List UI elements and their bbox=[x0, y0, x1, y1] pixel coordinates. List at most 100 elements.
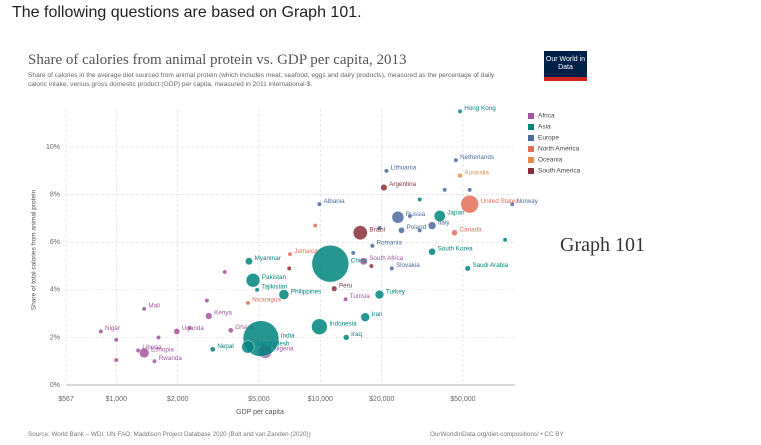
data-point bbox=[139, 347, 150, 358]
point-label: China bbox=[351, 257, 368, 264]
point-label: Nicaragua bbox=[252, 297, 281, 304]
point-label: United States bbox=[481, 198, 519, 205]
source-url: OurWorldInData.org/diet-compositions/ • … bbox=[430, 431, 564, 438]
data-point bbox=[113, 337, 119, 343]
data-point bbox=[245, 273, 261, 288]
data-point bbox=[502, 237, 508, 243]
point-label: Uganda bbox=[182, 325, 205, 332]
legend-label: Oceania bbox=[538, 157, 563, 164]
point-label: Rwanda bbox=[159, 355, 183, 362]
point-label: Albania bbox=[324, 198, 346, 205]
y-axis-label: Share of total calories from animal prot… bbox=[31, 189, 38, 310]
point-label: Peru bbox=[339, 282, 353, 289]
point-label: Iraq bbox=[351, 331, 362, 338]
data-point bbox=[98, 329, 104, 334]
legend-label: South America bbox=[538, 168, 581, 175]
point-label: Tajikistan bbox=[261, 283, 287, 290]
point-label: Italy bbox=[438, 219, 450, 226]
data-point bbox=[407, 213, 413, 219]
point-label: Norway bbox=[517, 198, 539, 205]
y-tick-label: 6% bbox=[50, 239, 60, 246]
data-point bbox=[380, 184, 388, 191]
point-label: Romania bbox=[377, 239, 403, 246]
point-label: Indonesia bbox=[329, 320, 357, 327]
data-point bbox=[254, 287, 260, 293]
point-label: Liberia bbox=[142, 344, 161, 351]
x-tick-label: $567 bbox=[58, 396, 74, 403]
data-point bbox=[156, 335, 161, 340]
point-label: Ethiopia bbox=[151, 347, 174, 354]
data-point bbox=[331, 285, 338, 292]
data-point bbox=[509, 201, 515, 207]
data-point bbox=[152, 358, 157, 364]
legend-label: Asia bbox=[538, 124, 551, 131]
data-point bbox=[286, 266, 292, 271]
point-label: Mali bbox=[148, 303, 160, 310]
data-point bbox=[228, 327, 234, 334]
data-point bbox=[398, 227, 405, 234]
data-point bbox=[428, 248, 436, 256]
point-label: Iran bbox=[372, 311, 383, 318]
x-tick-label: $10,000 bbox=[308, 396, 333, 403]
data-point bbox=[278, 289, 290, 300]
data-point bbox=[113, 357, 119, 363]
y-tick-label: 2% bbox=[50, 334, 60, 341]
data-point bbox=[141, 306, 147, 312]
legend-swatch bbox=[528, 124, 534, 130]
point-label: Canada bbox=[460, 226, 483, 233]
point-label: Pakistan bbox=[262, 274, 287, 281]
point-label: Niger bbox=[105, 325, 120, 332]
legend-swatch bbox=[528, 135, 534, 141]
point-label: South Africa bbox=[369, 255, 403, 262]
source-note: Source: World Bank – WDI; UN FAO; Maddis… bbox=[28, 431, 311, 438]
data-point bbox=[374, 290, 385, 300]
heading: The following questions are based on Gra… bbox=[12, 4, 362, 21]
data-point bbox=[457, 173, 463, 179]
legend-swatch bbox=[528, 157, 534, 163]
point-label: Jamaica bbox=[294, 248, 318, 255]
data-point bbox=[369, 243, 375, 249]
legend-label: Europe bbox=[538, 135, 559, 142]
point-label: Lithuania bbox=[391, 165, 417, 172]
y-tick-label: 0% bbox=[50, 382, 60, 389]
data-point bbox=[467, 187, 473, 193]
data-point bbox=[287, 251, 293, 257]
data-point bbox=[417, 227, 423, 233]
data-point bbox=[241, 340, 255, 354]
data-point bbox=[311, 318, 328, 335]
legend-label: Africa bbox=[538, 113, 555, 120]
legend-swatch bbox=[528, 113, 534, 119]
data-point bbox=[173, 328, 181, 335]
point-label: South Korea bbox=[438, 245, 474, 252]
point-label: Slovakia bbox=[396, 262, 420, 269]
point-label: Brazil bbox=[369, 226, 385, 233]
data-point bbox=[209, 346, 216, 353]
point-label: Russia bbox=[406, 211, 426, 218]
data-point bbox=[389, 266, 395, 271]
data-point bbox=[460, 195, 479, 214]
point-label: Hong Kong bbox=[464, 105, 496, 112]
data-point bbox=[442, 187, 448, 193]
point-label: Ghana bbox=[235, 324, 254, 331]
point-label: Kenya bbox=[214, 310, 232, 317]
x-tick-label: $5,000 bbox=[248, 396, 270, 403]
point-label: Saudi Arabia bbox=[472, 262, 508, 269]
data-point bbox=[352, 225, 368, 241]
data-point bbox=[377, 225, 382, 231]
data-point bbox=[457, 108, 463, 114]
data-point bbox=[384, 168, 389, 174]
point-label: Netherlands bbox=[460, 154, 494, 161]
point-label: Poland bbox=[407, 224, 427, 231]
data-point bbox=[433, 210, 446, 222]
point-label: Nepal bbox=[217, 343, 233, 350]
data-point bbox=[343, 334, 350, 341]
data-point bbox=[417, 197, 423, 202]
data-point bbox=[245, 257, 253, 266]
data-point bbox=[187, 325, 193, 331]
x-tick-label: $2,000 bbox=[167, 396, 189, 403]
data-point bbox=[427, 221, 437, 230]
data-point bbox=[205, 312, 213, 320]
data-point bbox=[368, 263, 374, 269]
